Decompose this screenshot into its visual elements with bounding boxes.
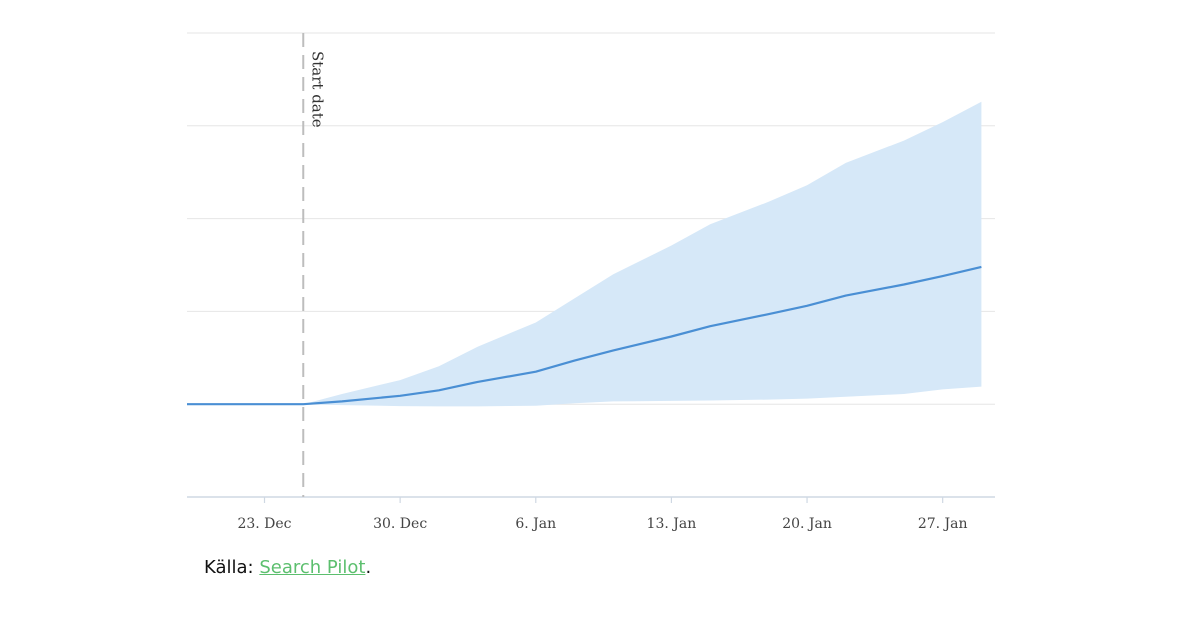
x-tick-label-3: 13. Jan [647,516,697,532]
source-suffix: . [365,557,372,578]
annotations: Start date [302,33,326,497]
x-tick-label-4: 20. Jan [782,516,832,532]
source-link[interactable]: Search Pilot [259,557,366,578]
x-axis-ticks: 23. Dec 30. Dec 6. Jan 13. Jan 20. Jan 27. Ja… [237,497,968,532]
x-tick-label-1: 30. Dec [373,516,427,532]
source-caption: Källa: Search Pilot. [204,557,371,578]
series-line [187,265,982,406]
x-tick-label-5: 27. Jan [918,516,968,532]
source-prefix: Källa: [204,557,260,578]
start-date-label: Start date [308,51,326,128]
x-tick-label-2: 6. Jan [515,516,556,532]
x-tick-label-0: 23. Dec [237,516,291,532]
confidence-band [187,101,982,407]
